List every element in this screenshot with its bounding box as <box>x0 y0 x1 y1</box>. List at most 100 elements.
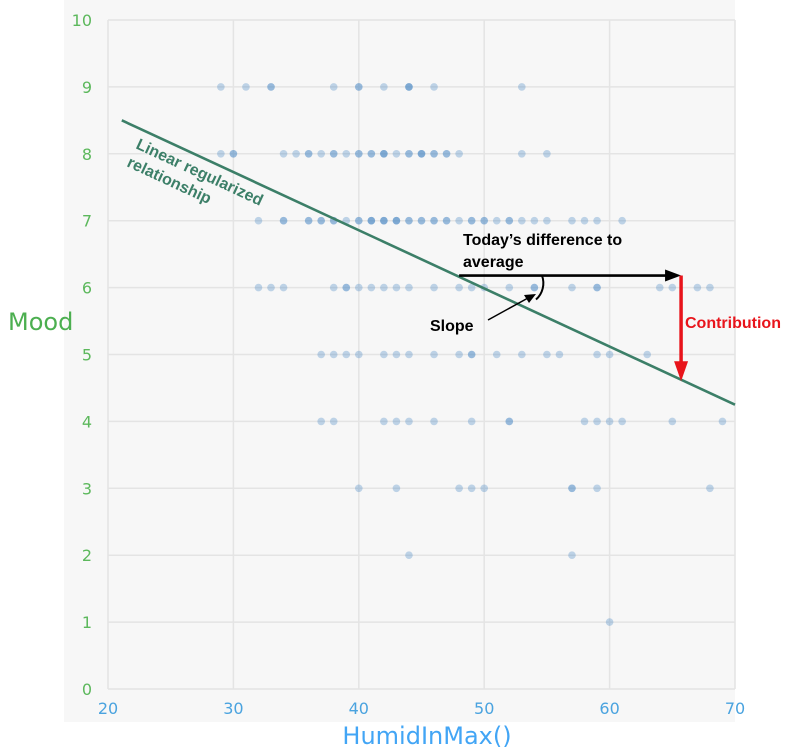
data-point <box>392 484 401 493</box>
data-point <box>317 150 325 158</box>
data-point <box>505 417 514 426</box>
data-point <box>342 350 351 359</box>
data-point <box>254 216 263 225</box>
data-point <box>593 484 601 493</box>
data-point <box>367 216 376 225</box>
data-point <box>518 350 526 359</box>
data-point <box>467 484 476 493</box>
data-point <box>304 216 313 225</box>
data-point <box>367 150 376 158</box>
x-tick-label: 40 <box>349 699 369 718</box>
data-point <box>380 150 388 158</box>
difference-label-line-1: Today’s difference to <box>463 232 622 249</box>
data-point <box>279 216 288 225</box>
data-point <box>706 484 714 493</box>
data-point <box>380 150 388 158</box>
data-point <box>593 417 601 426</box>
data-point <box>217 150 225 158</box>
data-point <box>467 350 476 359</box>
data-point <box>568 484 576 493</box>
data-point <box>380 216 388 225</box>
y-tick-label: 9 <box>82 78 92 97</box>
data-point <box>405 83 413 91</box>
data-point <box>505 283 514 292</box>
data-point <box>355 150 363 158</box>
y-tick-label: 8 <box>82 145 92 164</box>
data-point <box>367 216 376 225</box>
data-point <box>304 216 313 225</box>
data-point <box>530 216 539 225</box>
data-point <box>417 150 426 158</box>
data-point <box>380 216 388 225</box>
data-point <box>405 83 413 91</box>
data-point <box>355 83 363 91</box>
y-tick-label: 10 <box>72 11 92 30</box>
data-point <box>380 216 388 225</box>
data-point <box>518 83 526 91</box>
data-point <box>317 216 325 225</box>
data-point <box>643 350 652 359</box>
data-point <box>367 150 376 158</box>
contribution-arrow <box>674 275 689 382</box>
y-tick-label: 3 <box>82 479 92 498</box>
difference-arrow-head <box>665 269 682 282</box>
data-point <box>430 283 438 292</box>
data-point <box>480 216 489 225</box>
data-point <box>292 150 300 158</box>
data-point <box>342 283 351 292</box>
data-point <box>317 417 325 426</box>
data-point <box>467 417 476 426</box>
data-point <box>405 83 413 91</box>
data-point <box>430 350 438 359</box>
data-point <box>405 150 413 158</box>
data-point <box>392 216 401 225</box>
data-point <box>355 283 363 292</box>
data-point <box>380 83 388 91</box>
data-point <box>329 150 338 158</box>
data-point <box>355 150 363 158</box>
data-point <box>480 216 489 225</box>
data-point <box>380 150 388 158</box>
x-tick-label: 20 <box>98 699 118 718</box>
data-point <box>405 216 413 225</box>
data-point <box>455 484 463 493</box>
data-point <box>355 484 363 493</box>
x-tick-label: 60 <box>599 699 619 718</box>
data-point <box>668 283 677 292</box>
data-point <box>392 150 401 158</box>
data-point <box>480 484 489 493</box>
slope-pointer-arrow <box>487 294 536 321</box>
data-point <box>505 417 514 426</box>
data-point <box>455 216 463 225</box>
data-point <box>392 216 401 225</box>
data-point <box>442 216 451 225</box>
data-point <box>568 551 576 559</box>
data-point <box>580 417 589 426</box>
x-axis-title: HumidInMax() <box>342 722 511 750</box>
data-point <box>530 283 539 292</box>
data-point <box>392 417 401 426</box>
data-point <box>492 350 501 359</box>
contribution-arrow-head <box>674 361 689 382</box>
data-point <box>217 83 225 91</box>
slope-pointer-shaft <box>487 297 529 321</box>
y-tick-label: 2 <box>82 546 92 565</box>
slope-arc <box>535 275 545 301</box>
data-point <box>492 216 501 225</box>
data-point <box>417 150 426 158</box>
data-point <box>430 216 438 225</box>
data-point <box>505 216 514 225</box>
data-point <box>254 283 263 292</box>
data-point <box>668 417 677 426</box>
data-point <box>455 150 463 158</box>
grid-lines <box>107 19 736 690</box>
data-point <box>304 150 313 158</box>
data-point <box>279 216 288 225</box>
regression-line <box>121 119 736 406</box>
y-tick-label: 6 <box>82 279 92 298</box>
x-tick-label: 50 <box>474 699 494 718</box>
data-point <box>430 216 438 225</box>
data-point <box>392 216 401 225</box>
data-point <box>605 618 614 626</box>
data-point <box>568 216 576 225</box>
